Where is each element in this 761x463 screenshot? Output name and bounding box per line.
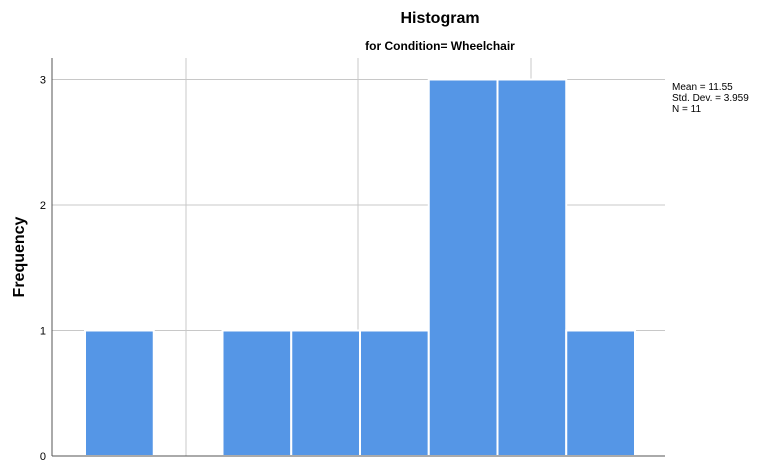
chart-title: Histogram <box>400 10 479 27</box>
histogram-bar-6 <box>427 78 499 457</box>
histogram-bar-4 <box>290 329 361 457</box>
y-tick-label-2: 2 <box>40 200 46 212</box>
y-tick-label-1: 1 <box>40 326 46 338</box>
chart-subtitle: for Condition= Wheelchair <box>365 39 515 53</box>
bars-group <box>84 78 636 457</box>
stat-n: N = 11 <box>672 104 701 115</box>
y-tick-label-0: 0 <box>40 451 46 463</box>
stats-box: Mean = 11.55 Std. Dev. = 3.959 N = 11 <box>672 82 749 115</box>
histogram-bar-5 <box>359 329 430 457</box>
y-tick-label-3: 3 <box>40 75 46 87</box>
y-ticks: 0 1 2 3 <box>40 75 46 463</box>
histogram-bar-1 <box>84 329 155 457</box>
histogram-bar-8 <box>565 329 636 457</box>
y-axis-label: Frequency <box>11 216 28 297</box>
stat-std-dev: Std. Dev. = 3.959 <box>672 93 749 104</box>
stat-mean: Mean = 11.55 <box>672 82 733 93</box>
histogram-bar-7 <box>496 78 568 457</box>
histogram-bar-3 <box>221 329 293 457</box>
